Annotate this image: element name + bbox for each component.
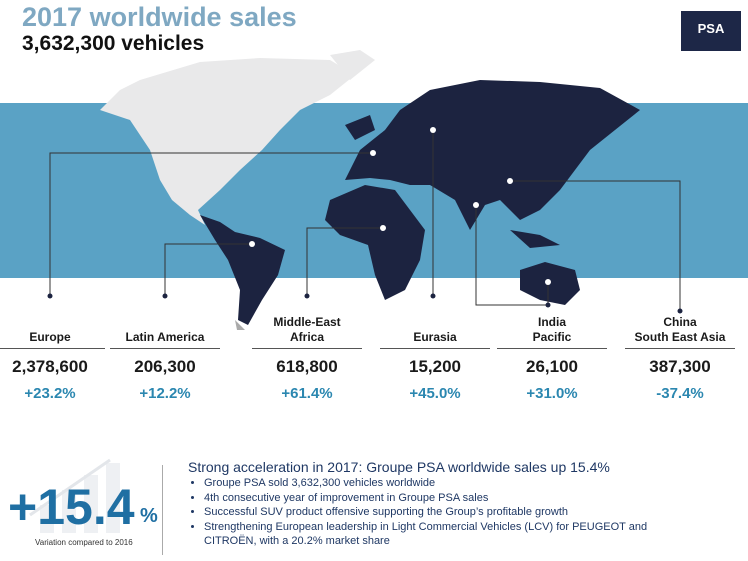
region-name-line: India	[537, 315, 566, 329]
connectors	[49, 130, 681, 311]
summary-bullets: Groupe PSA sold 3,632,300 vehicles world…	[188, 476, 684, 549]
region: Middle-East Africa 618,800 +61.4%	[252, 315, 362, 402]
separator	[162, 465, 163, 555]
region-name-line: South East Asia	[634, 330, 726, 344]
region: India Pacific 26,100 +31.0%	[497, 315, 607, 402]
region-name-line: Africa	[289, 330, 324, 344]
region: Eurasia 15,200 +45.0%	[380, 315, 490, 402]
bullet: Groupe PSA sold 3,632,300 vehicles world…	[204, 476, 684, 491]
region-name-line: Latin America	[125, 330, 205, 344]
region-name-line: Middle-East	[273, 315, 341, 329]
chart-icon	[29, 458, 120, 533]
title: 2017 worldwide sales	[22, 2, 297, 32]
bullet: 4th consecutive year of improvement in G…	[204, 491, 684, 506]
bullet: Successful SUV product offensive support…	[204, 505, 684, 520]
region-sales: 26,100	[526, 357, 578, 376]
bullet: Strengthening European leadership in Lig…	[204, 520, 684, 549]
region-name: Europe	[0, 315, 105, 349]
highlight-caption: Variation compared to 2016	[35, 538, 133, 547]
world-map	[0, 50, 748, 330]
highlight-value: +15.4	[8, 479, 135, 535]
region-change: +61.4%	[281, 385, 333, 402]
region: Latin America 206,300 +12.2%	[110, 315, 220, 402]
end-dots	[47, 293, 683, 314]
region-change: +31.0%	[526, 385, 578, 402]
region-name: Middle-East Africa	[252, 315, 362, 349]
subtitle: 3,632,300 vehicles	[22, 32, 205, 55]
region-change: +23.2%	[24, 385, 76, 402]
region-name-line: China	[663, 315, 697, 329]
region-dots	[249, 127, 551, 285]
region-sales: 2,378,600	[12, 357, 88, 376]
region-change: +45.0%	[409, 385, 461, 402]
region-sales: 206,300	[134, 357, 196, 376]
region-name: Eurasia	[380, 315, 490, 349]
region-name-line: Eurasia	[413, 330, 457, 344]
region-name-line: Europe	[29, 330, 71, 344]
logo: PSA	[681, 11, 741, 51]
region-change: -37.4%	[656, 385, 704, 402]
region-name: China South East Asia	[625, 315, 735, 349]
north-america	[100, 50, 375, 225]
region-name: India Pacific	[497, 315, 607, 349]
region-sales: 387,300	[649, 357, 711, 376]
region-name: Latin America	[110, 315, 220, 349]
region: Europe 2,378,600 +23.2%	[0, 315, 105, 402]
region-sales: 618,800	[276, 357, 338, 376]
region-change: +12.2%	[139, 385, 191, 402]
continents	[200, 80, 640, 325]
region-sales: 15,200	[409, 357, 461, 376]
region-name-line: Pacific	[532, 330, 572, 344]
region: China South East Asia 387,300 -37.4%	[625, 315, 735, 402]
highlight-unit: %	[140, 505, 158, 527]
summary-heading: Strong acceleration in 2017: Groupe PSA …	[188, 459, 610, 475]
